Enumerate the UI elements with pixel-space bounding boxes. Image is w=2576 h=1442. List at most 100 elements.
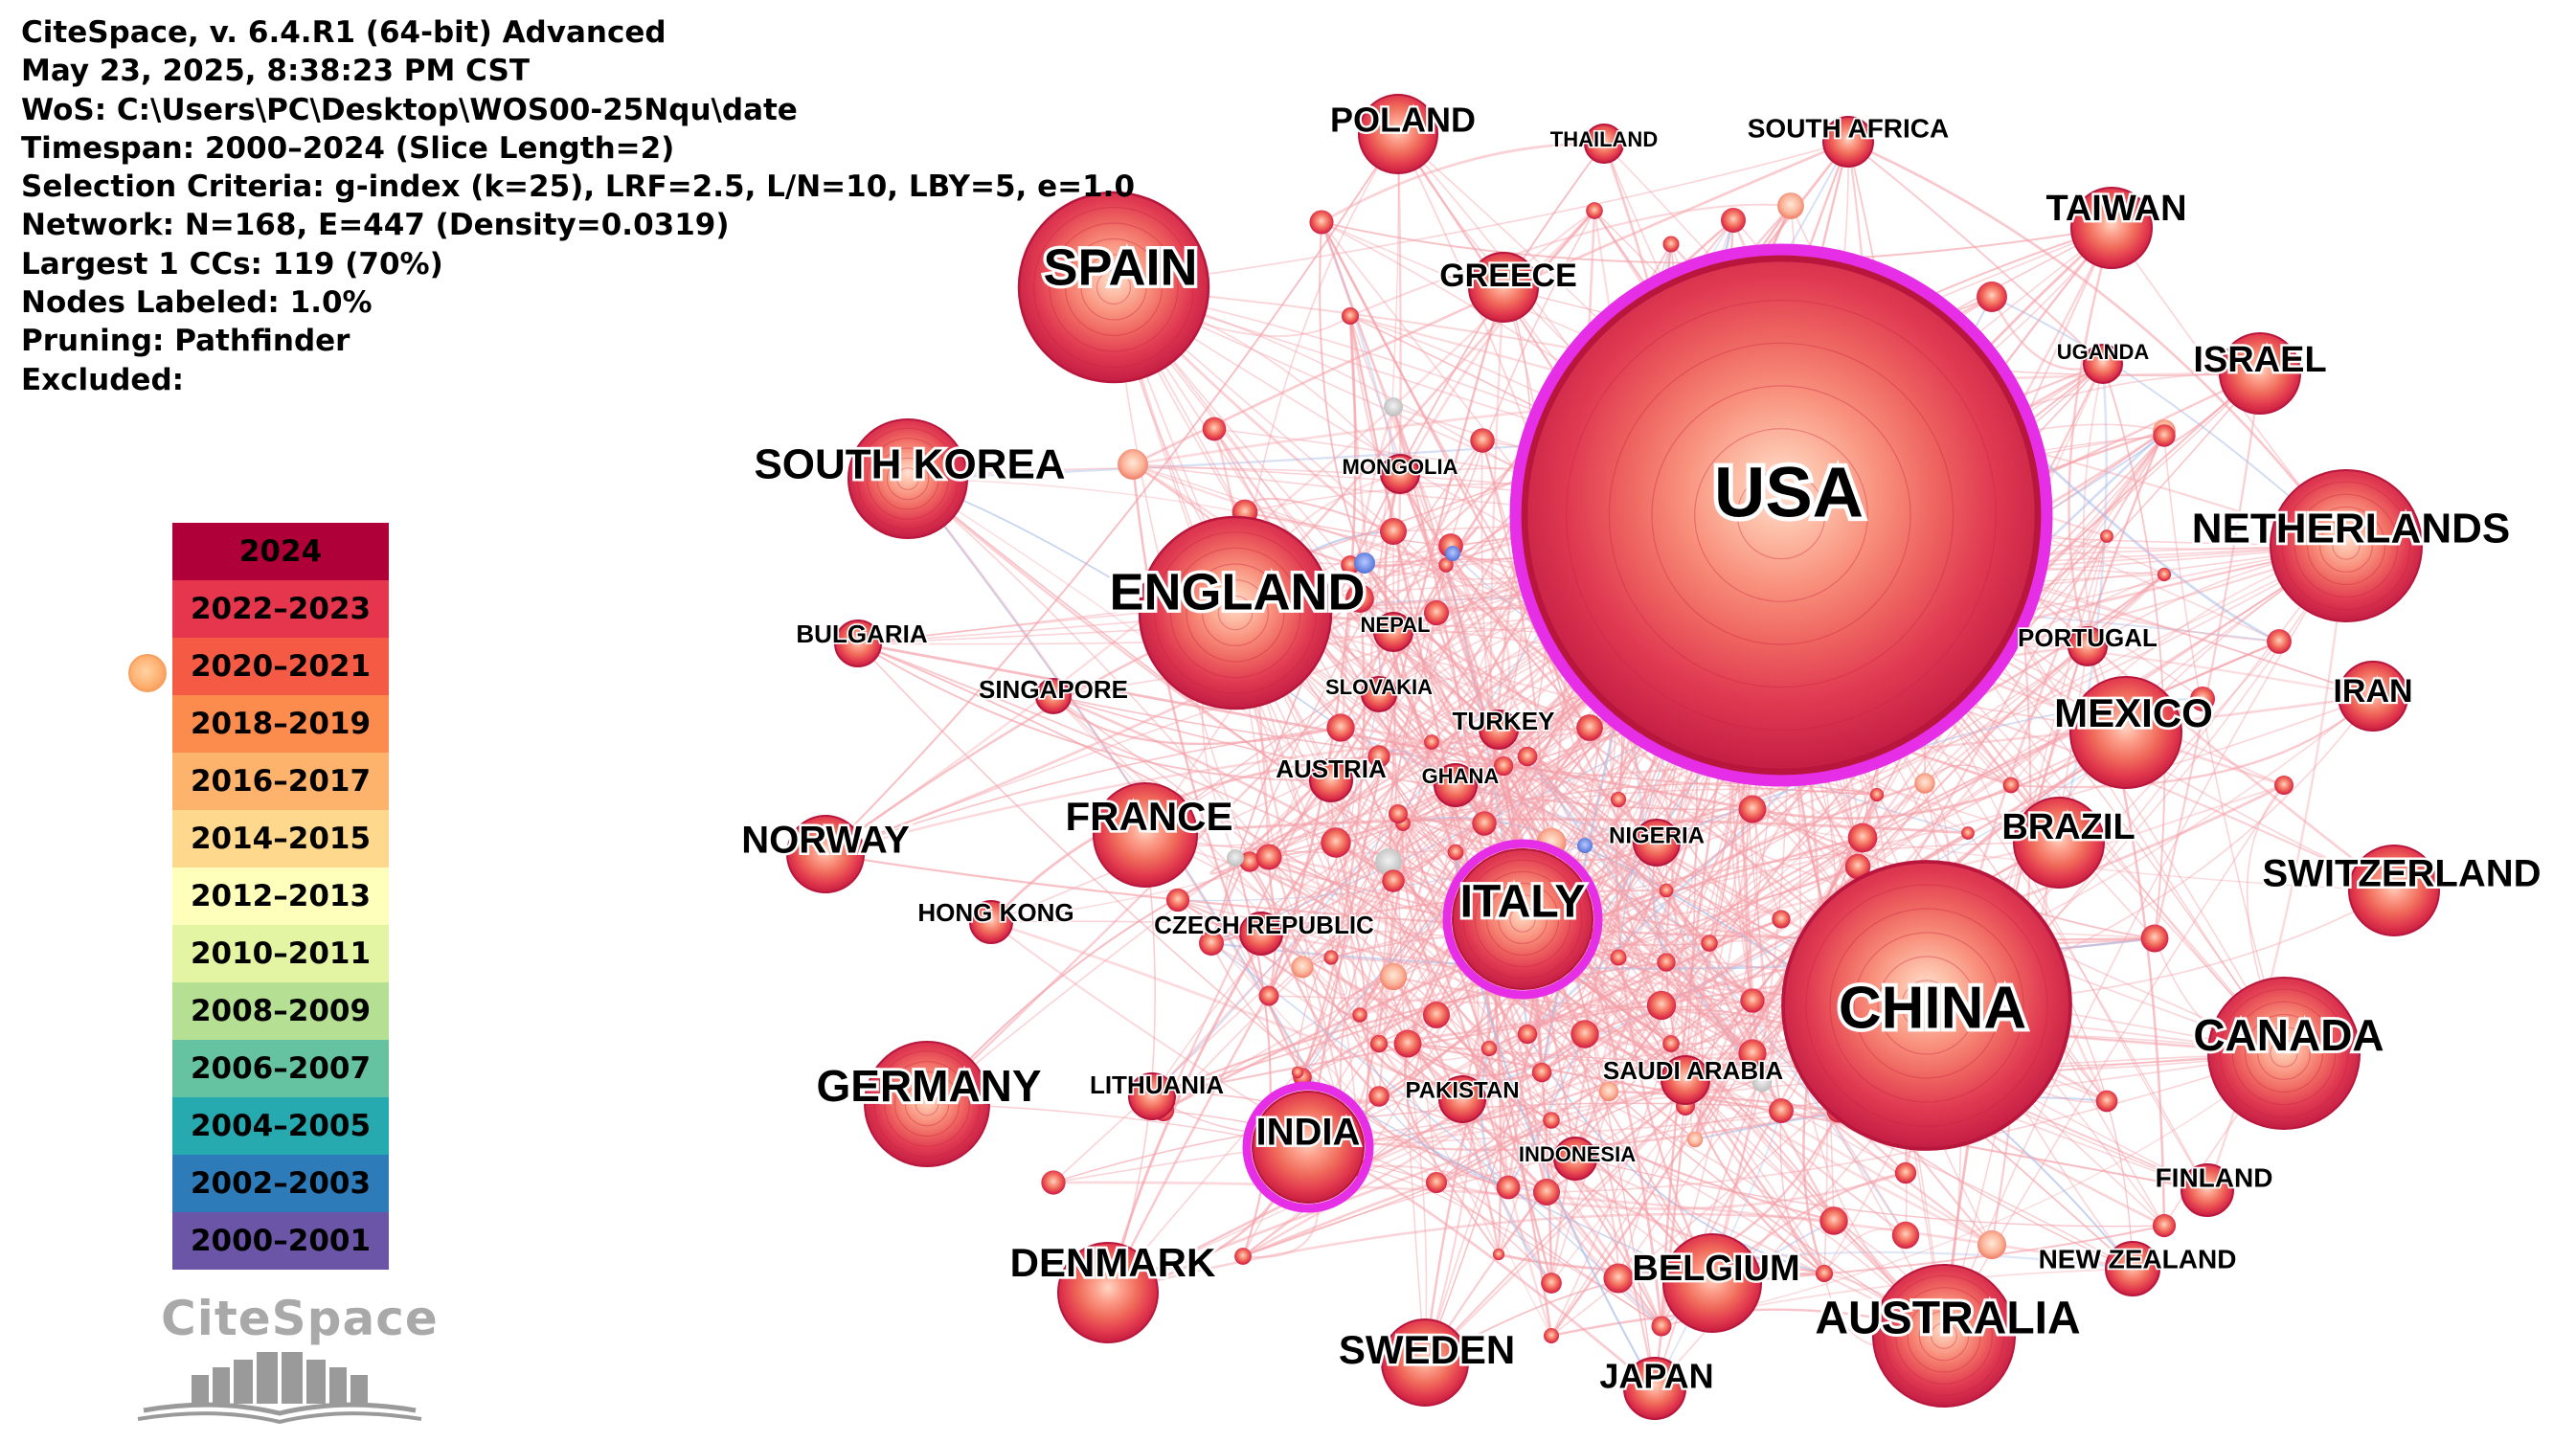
network-edge xyxy=(1344,1079,1686,1141)
node-label-spain: SPAIN xyxy=(1043,238,1197,296)
network-edge xyxy=(825,726,1591,856)
greece-node xyxy=(1468,252,1539,323)
node-label-germany: GERMANY xyxy=(816,1061,1041,1111)
network-edge xyxy=(1847,140,2348,547)
node-label-new-zealand: NEW ZEALAND xyxy=(2039,1244,2237,1273)
small-node xyxy=(1610,949,1627,966)
network-edge xyxy=(1329,822,1405,958)
network-edge xyxy=(857,642,1753,811)
legend-entry: 2018–2019 xyxy=(172,695,389,753)
small-node xyxy=(1393,1029,1422,1058)
network-edge xyxy=(1497,729,1553,1284)
node-label-hong-kong: HONG KONG xyxy=(917,898,1073,927)
network-edge xyxy=(1359,1164,1509,1188)
node-label-south-korea: SOUTH KOREA xyxy=(754,441,1065,488)
mexico-node xyxy=(2069,676,2182,789)
small-node xyxy=(2152,1213,2177,1238)
south-korea-tree-ring xyxy=(886,457,930,501)
pakistan-node xyxy=(1438,1075,1486,1123)
slovakia-node xyxy=(1361,676,1397,712)
node-label-turkey: TURKEY xyxy=(1453,707,1555,735)
node-label-bulgaria: BULGARIA xyxy=(796,620,927,648)
small-node xyxy=(1577,838,1593,853)
citespace-book-logo-icon xyxy=(137,1352,422,1425)
australia-tree-ring xyxy=(1907,1298,1981,1373)
small-node xyxy=(1470,428,1495,453)
network-edge xyxy=(825,727,1342,855)
network-edge xyxy=(1378,1095,1548,1193)
network-edge xyxy=(1132,463,1447,566)
germany-tree-ring xyxy=(873,1050,981,1158)
legend-entry: 2020–2021 xyxy=(172,638,389,695)
network-edge xyxy=(1349,315,1552,844)
network-edge xyxy=(1321,142,1605,224)
small-node xyxy=(1239,851,1260,872)
network-edge xyxy=(1113,141,1849,288)
header-line: Selection Criteria: g-index (k=25), LRF=… xyxy=(21,169,1136,205)
england-tree-ring xyxy=(1217,595,1254,631)
small-node xyxy=(1532,1178,1561,1206)
china-tree-ring xyxy=(1877,956,1977,1055)
legend-entry: 2004–2005 xyxy=(172,1097,389,1155)
netherlands-tree-ring xyxy=(2281,481,2411,611)
small-node xyxy=(1543,1327,1560,1344)
small-node xyxy=(1382,869,1405,892)
poland-node xyxy=(1358,94,1438,174)
network-edge xyxy=(1113,286,1433,743)
italy-node xyxy=(1452,848,1593,990)
small-node xyxy=(1291,1066,1304,1079)
node-label-portugal: PORTUGAL xyxy=(2018,623,2158,652)
network-edge xyxy=(1113,286,1662,1327)
small-node xyxy=(1118,449,1148,480)
small-node xyxy=(1425,1171,1448,1194)
thailand-node xyxy=(1584,124,1624,164)
small-node xyxy=(1772,910,1791,929)
small-node xyxy=(1541,1273,1562,1294)
australia-node xyxy=(1872,1264,2016,1408)
node-label-japan: JAPAN xyxy=(1599,1357,1713,1396)
small-node xyxy=(1751,1071,1773,1093)
small-node xyxy=(1891,1221,1920,1250)
legend-entry: 2006–2007 xyxy=(172,1040,389,1097)
small-node xyxy=(1424,734,1439,750)
network-edge xyxy=(1292,612,1993,1246)
small-node xyxy=(1701,935,1718,952)
small-node xyxy=(1869,787,1885,802)
small-node xyxy=(1598,1081,1619,1102)
small-node xyxy=(1492,1248,1505,1261)
india-centrality-ring xyxy=(1242,1081,1374,1213)
small-node xyxy=(1379,962,1408,991)
network-edge xyxy=(1210,143,1605,944)
small-node xyxy=(2002,777,2020,794)
small-node xyxy=(1379,517,1408,546)
network-edge xyxy=(1359,1051,1753,1170)
south-africa-node xyxy=(1822,116,1874,168)
network-edge xyxy=(1392,976,1753,1009)
finland-node xyxy=(2181,1163,2234,1217)
network-edge xyxy=(907,478,1509,1188)
network-edge xyxy=(1943,784,2285,1337)
usa-centrality-ring xyxy=(1509,243,2053,787)
canada-tree-ring xyxy=(2231,1001,2337,1106)
italy-tree-ring xyxy=(1485,882,1560,957)
network-edge xyxy=(1249,861,1500,1255)
usa-tree-ring xyxy=(1694,428,1868,602)
header-info-block: CiteSpace, v. 6.4.R1 (64-bit) Advanced M… xyxy=(21,13,1135,399)
small-node xyxy=(1445,546,1460,561)
small-node xyxy=(1375,848,1402,875)
small-node xyxy=(1354,552,1375,574)
network-edge xyxy=(1307,1052,2285,1148)
canada-tree-ring xyxy=(2219,988,2349,1118)
network-edge xyxy=(1359,1166,1656,1390)
legend-entry: 2016–2017 xyxy=(172,753,389,810)
network-edge xyxy=(990,920,1463,1101)
network-edge xyxy=(1359,782,1926,1169)
small-node xyxy=(1738,795,1767,823)
network-edge xyxy=(1654,1110,1782,1389)
germany-tree-ring xyxy=(904,1081,950,1127)
italy-tree-ring xyxy=(1462,859,1583,980)
small-node xyxy=(1202,417,1227,441)
small-node xyxy=(1686,1131,1704,1148)
denmark-node xyxy=(1057,1242,1159,1343)
